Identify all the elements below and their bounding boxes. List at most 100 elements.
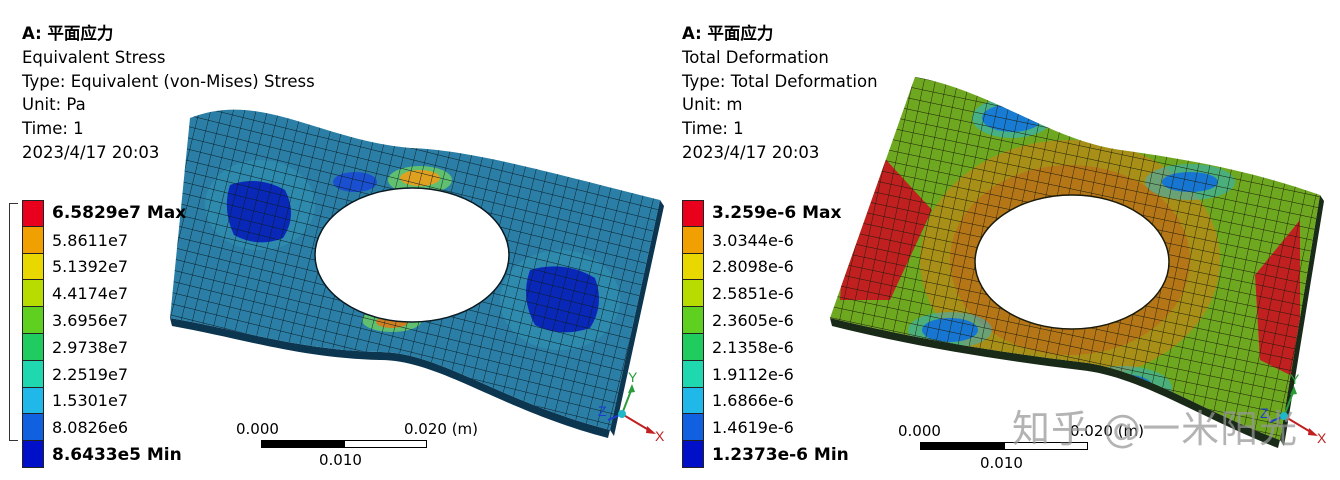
legend-swatch (682, 414, 704, 442)
stress-info: A: 平面应力 Equivalent Stress Type: Equivale… (22, 22, 315, 165)
legend-value: 4.4174e7 (52, 284, 129, 304)
result-date: 2023/4/17 20:03 (22, 142, 160, 162)
scale-bar-dark (261, 440, 344, 448)
watermark: 知乎 @一米阳光 (1012, 407, 1299, 451)
legend-row: 3.0344e-6 (682, 226, 849, 254)
legend-value: 2.5851e-6 (712, 284, 794, 304)
deformation-legend: 3.259e-6 Max 3.0344e-6 2.8098e-6 2.5851e… (682, 200, 849, 468)
legend-row: 2.8098e-6 (682, 253, 849, 281)
legend-swatch (22, 307, 44, 334)
legend-value: 5.1392e7 (52, 257, 129, 277)
legend-swatch (682, 280, 704, 308)
legend-value: 8.0826e6 (52, 418, 129, 438)
legend-value: 1.2373e-6 Min (712, 444, 849, 465)
scale-end-label: 0.020 (m) (404, 420, 479, 438)
legend-swatch (682, 441, 704, 468)
result-type: Type: Equivalent (von-Mises) Stress (22, 71, 315, 91)
legend-value: 1.4619e-6 (712, 418, 794, 438)
stress-contour-plot (170, 109, 664, 438)
legend-swatch (22, 360, 44, 388)
result-type: Type: Total Deformation (682, 71, 878, 91)
legend-value: 2.9738e7 (52, 337, 129, 357)
axis-triad: Y X Z (1260, 371, 1327, 446)
legend-row: 8.0826e6 (22, 414, 186, 442)
scale-bar: 0.000 0.020 (m) 0.010 (898, 422, 1168, 472)
scale-start-label: 0.000 (898, 422, 941, 440)
scale-start-label: 0.000 (236, 420, 279, 438)
deformation-panel: A: 平面应力 Total Deformation Type: Total De… (660, 0, 1330, 480)
result-unit: Unit: Pa (22, 95, 86, 115)
legend-swatch (682, 360, 704, 388)
legend-value: 2.1358e-6 (712, 337, 794, 357)
legend-row: 2.1358e-6 (682, 333, 849, 361)
x-axis-label: X (655, 428, 665, 444)
x-axis-label: X (1317, 430, 1327, 446)
legend-swatch (682, 200, 704, 227)
legend-value: 5.8611e7 (52, 230, 129, 250)
legend-value: 3.0344e-6 (712, 230, 794, 250)
legend-row: 2.2519e7 (22, 360, 186, 388)
legend-row: 1.9112e-6 (682, 360, 849, 388)
legend-swatch (22, 414, 44, 442)
legend-swatch (682, 226, 704, 254)
legend-row: 5.8611e7 (22, 226, 186, 254)
analysis-title: A: 平面应力 (682, 24, 774, 43)
legend-swatch (682, 387, 704, 415)
scale-bar-dark (920, 442, 1004, 450)
stress-legend: 6.5829e7 Max 5.8611e7 5.1392e7 4.4174e7 … (22, 200, 186, 468)
legend-swatch (22, 280, 44, 308)
legend-row: 1.6866e-6 (682, 387, 849, 415)
z-axis-label: Z (1260, 405, 1269, 421)
legend-value: 2.8098e-6 (712, 257, 794, 277)
scale-bar-light (1004, 442, 1088, 450)
result-unit: Unit: m (682, 95, 743, 115)
legend-value: 1.9112e-6 (712, 364, 794, 384)
scale-bar-light (344, 440, 427, 448)
scale-bar: 0.000 0.020 (m) 0.010 (236, 420, 506, 470)
legend-swatch (22, 200, 44, 227)
scale-mid-label: 0.010 (319, 451, 362, 469)
y-axis-label: Y (1290, 371, 1300, 387)
legend-row: 3.6956e7 (22, 307, 186, 334)
scale-end-label: 0.020 (m) (1070, 422, 1145, 440)
legend-value: 2.2519e7 (52, 364, 129, 384)
legend-row: 8.6433e5 Min (22, 441, 186, 468)
result-name: Total Deformation (682, 47, 829, 67)
legend-swatch (22, 441, 44, 468)
legend-row: 1.4619e-6 (682, 414, 849, 442)
legend-swatch (682, 333, 704, 361)
legend-row: 2.5851e-6 (682, 280, 849, 308)
legend-row: 5.1392e7 (22, 253, 186, 281)
legend-row: 4.4174e7 (22, 280, 186, 308)
legend-swatch (22, 226, 44, 254)
z-axis-label: Z (598, 403, 607, 419)
analysis-title: A: 平面应力 (22, 24, 114, 43)
legend-value: 3.6956e7 (52, 311, 129, 331)
legend-swatch (22, 333, 44, 361)
legend-row: 1.5301e7 (22, 387, 186, 415)
legend-value: 6.5829e7 Max (52, 203, 187, 224)
legend-swatch (22, 253, 44, 281)
legend-swatch (682, 307, 704, 334)
legend-row: 2.3605e-6 (682, 307, 849, 334)
scale-mid-label: 0.010 (980, 454, 1023, 472)
y-axis-label: Y (628, 369, 638, 385)
axis-triad: Y X Z (598, 369, 665, 444)
deformation-contour-plot (830, 77, 1324, 448)
legend-value: 1.5301e7 (52, 391, 129, 411)
legend-row: 1.2373e-6 Min (682, 441, 849, 468)
deformation-info: A: 平面应力 Total Deformation Type: Total De… (682, 22, 878, 165)
legend-swatch (22, 387, 44, 415)
legend-bracket (9, 203, 18, 441)
legend-swatch (682, 253, 704, 281)
legend-row: 6.5829e7 Max (22, 200, 186, 227)
stress-panel: A: 平面应力 Equivalent Stress Type: Equivale… (9, 22, 665, 470)
legend-row: 3.259e-6 Max (682, 200, 849, 227)
legend-row: 2.9738e7 (22, 333, 186, 361)
result-date: 2023/4/17 20:03 (682, 142, 820, 162)
result-time: Time: 1 (682, 119, 744, 139)
legend-value: 3.259e-6 Max (712, 203, 842, 224)
result-time: Time: 1 (22, 119, 84, 139)
legend-value: 8.6433e5 Min (52, 444, 182, 465)
legend-value: 2.3605e-6 (712, 311, 794, 331)
